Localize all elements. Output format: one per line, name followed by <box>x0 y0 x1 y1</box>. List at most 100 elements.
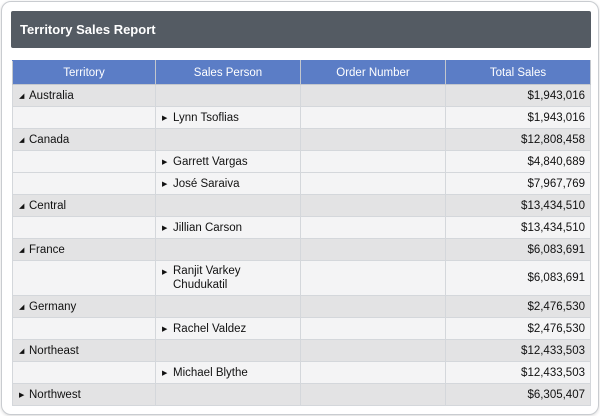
territory-cell <box>12 216 156 239</box>
column-header-territory[interactable]: Territory <box>12 60 156 85</box>
sales-person-cell <box>155 295 301 318</box>
territory-name: Central <box>29 199 67 212</box>
territory-group-row: ◢ Northeast $12,433,503 <box>12 339 591 362</box>
expand-triangle-icon[interactable]: ▶ <box>162 181 168 188</box>
expand-triangle-icon[interactable]: ▶ <box>162 159 168 166</box>
collapse-triangle-icon[interactable]: ◢ <box>19 246 25 254</box>
collapse-triangle-icon[interactable]: ◢ <box>19 347 25 355</box>
total-sales-cell: $1,943,016 <box>445 84 591 107</box>
order-number-cell <box>300 317 446 340</box>
column-header-sales-person[interactable]: Sales Person <box>155 60 301 85</box>
territory-cell <box>12 361 156 384</box>
total-sales-cell: $1,943,016 <box>445 106 591 129</box>
territory-name: Australia <box>29 89 74 102</box>
territory-name: Germany <box>29 300 77 313</box>
expand-triangle-icon[interactable]: ▶ <box>162 370 168 377</box>
order-number-cell <box>300 106 446 129</box>
sales-person-row: ▶ Michael Blythe $12,433,503 <box>12 361 591 384</box>
sales-person-toggle[interactable]: ▶ Jillian Carson <box>162 222 283 234</box>
sales-person-name: Garrett Vargas <box>173 156 248 168</box>
territory-toggle[interactable]: ◢ Australia <box>19 90 74 102</box>
order-number-cell <box>300 84 446 107</box>
expand-triangle-icon[interactable]: ▶ <box>162 326 168 333</box>
sales-person-toggle[interactable]: ▶ Michael Blythe <box>162 367 283 379</box>
sales-person-cell <box>155 383 301 406</box>
total-sales-cell: $6,083,691 <box>445 260 591 296</box>
sales-person-row: ▶ José Saraiva $7,967,769 <box>12 172 591 195</box>
territory-group-row: ◢ Central $13,434,510 <box>12 194 591 217</box>
sales-person-toggle[interactable]: ▶ Rachel Valdez <box>162 323 283 335</box>
sales-person-cell: ▶ Lynn Tsoflias <box>155 106 301 129</box>
sales-person-cell: ▶ Michael Blythe <box>155 361 301 384</box>
territory-name: Canada <box>29 133 70 146</box>
order-number-cell <box>300 172 446 195</box>
sales-person-name: José Saraiva <box>173 178 240 190</box>
total-sales-cell: $6,083,691 <box>445 238 591 261</box>
expand-triangle-icon[interactable]: ▶ <box>162 269 168 276</box>
territory-cell <box>12 172 156 195</box>
territory-toggle[interactable]: ◢ Germany <box>19 301 76 313</box>
column-header-order-number[interactable]: Order Number <box>300 60 446 85</box>
sales-person-toggle[interactable]: ▶ Ranjit Varkey Chudukatil <box>162 264 283 292</box>
expand-triangle-icon[interactable]: ▶ <box>162 225 168 232</box>
territory-cell: ▶ Northwest <box>12 383 156 406</box>
territory-toggle[interactable]: ◢ Central <box>19 200 66 212</box>
territory-cell <box>12 260 156 296</box>
territory-toggle[interactable]: ◢ France <box>19 244 65 256</box>
sales-person-cell <box>155 238 301 261</box>
sales-person-name: Michael Blythe <box>173 367 248 379</box>
sales-person-name: Ranjit Varkey Chudukatil <box>173 265 241 291</box>
report-title: Territory Sales Report <box>20 22 156 37</box>
territory-toggle[interactable]: ◢ Northeast <box>19 345 79 357</box>
report-title-bar: Territory Sales Report <box>11 11 591 48</box>
collapse-triangle-icon[interactable]: ◢ <box>19 303 25 311</box>
order-number-cell <box>300 238 446 261</box>
total-sales-cell: $2,476,530 <box>445 317 591 340</box>
total-sales-cell: $13,434,510 <box>445 194 591 217</box>
territory-group-row: ◢ Germany $2,476,530 <box>12 295 591 318</box>
sales-person-cell <box>155 339 301 362</box>
territory-name: Northwest <box>29 388 81 401</box>
table-header-row: Territory Sales Person Order Number Tota… <box>12 60 591 85</box>
sales-person-cell: ▶ Garrett Vargas <box>155 150 301 173</box>
territory-sales-table: Territory Sales Person Order Number Tota… <box>12 60 591 406</box>
collapse-triangle-icon[interactable]: ◢ <box>19 202 25 210</box>
sales-person-cell: ▶ Ranjit Varkey Chudukatil <box>155 260 301 296</box>
territory-cell: ◢ Germany <box>12 295 156 318</box>
table-body: ◢ Australia $1,943,016 ▶ Lynn Tsoflias $1,943… <box>12 84 591 406</box>
collapse-triangle-icon[interactable]: ◢ <box>19 92 25 100</box>
sales-person-cell <box>155 194 301 217</box>
expand-triangle-icon[interactable]: ▶ <box>162 115 168 122</box>
total-sales-cell: $12,808,458 <box>445 128 591 151</box>
total-sales-cell: $12,433,503 <box>445 361 591 384</box>
sales-person-name: Lynn Tsoflias <box>173 112 239 124</box>
territory-toggle[interactable]: ◢ Canada <box>19 134 69 146</box>
sales-person-cell <box>155 128 301 151</box>
order-number-cell <box>300 383 446 406</box>
collapse-triangle-icon[interactable]: ◢ <box>19 136 25 144</box>
territory-toggle[interactable]: ▶ Northwest <box>19 389 81 401</box>
sales-person-cell <box>155 84 301 107</box>
territory-cell: ◢ Northeast <box>12 339 156 362</box>
territory-cell <box>12 150 156 173</box>
sales-person-toggle[interactable]: ▶ Lynn Tsoflias <box>162 112 283 124</box>
sales-person-row: ▶ Rachel Valdez $2,476,530 <box>12 317 591 340</box>
territory-cell: ◢ Australia <box>12 84 156 107</box>
order-number-cell <box>300 216 446 239</box>
territory-cell: ◢ France <box>12 238 156 261</box>
sales-person-toggle[interactable]: ▶ José Saraiva <box>162 178 283 190</box>
column-header-total-sales[interactable]: Total Sales <box>445 60 591 85</box>
total-sales-cell: $6,305,407 <box>445 383 591 406</box>
order-number-cell <box>300 150 446 173</box>
sales-person-row: ▶ Ranjit Varkey Chudukatil $6,083,691 <box>12 260 591 296</box>
territory-name: Northeast <box>29 344 79 357</box>
territory-cell: ◢ Central <box>12 194 156 217</box>
sales-person-cell: ▶ Jillian Carson <box>155 216 301 239</box>
sales-person-toggle[interactable]: ▶ Garrett Vargas <box>162 156 283 168</box>
order-number-cell <box>300 361 446 384</box>
order-number-cell <box>300 295 446 318</box>
sales-person-row: ▶ Jillian Carson $13,434,510 <box>12 216 591 239</box>
expand-triangle-icon[interactable]: ▶ <box>19 391 25 399</box>
territory-cell <box>12 106 156 129</box>
